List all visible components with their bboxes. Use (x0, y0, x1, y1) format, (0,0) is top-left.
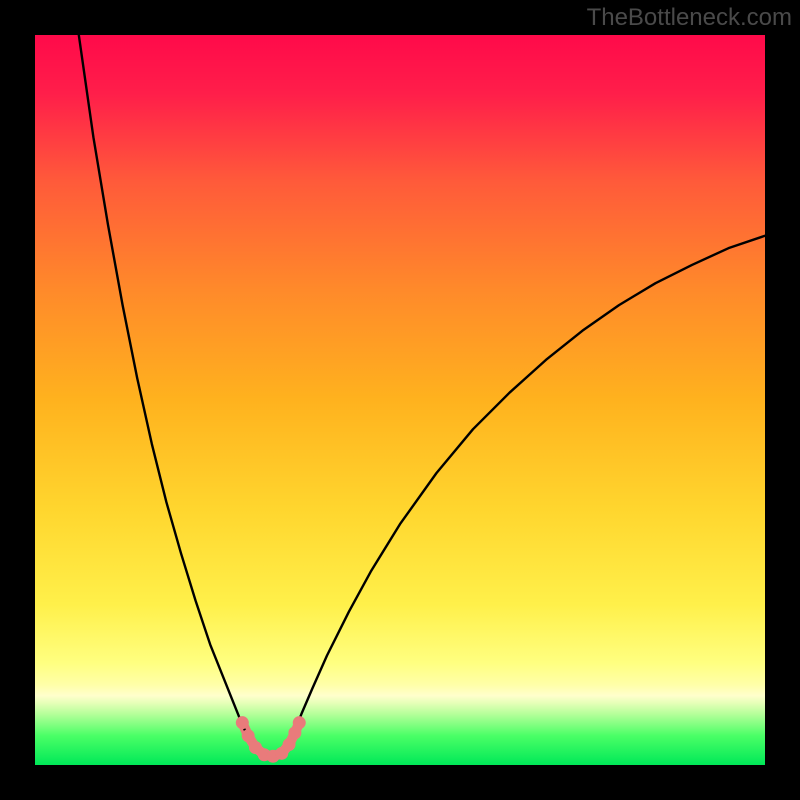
marker-dot (293, 716, 306, 729)
marker-dot (242, 729, 255, 742)
watermark-text: TheBottleneck.com (587, 4, 792, 32)
plot-area (35, 35, 765, 765)
marker-dot (283, 738, 296, 751)
bottleneck-chart (35, 35, 765, 765)
chart-stage: TheBottleneck.com (0, 0, 800, 800)
gradient-background (35, 35, 765, 765)
marker-dot (236, 716, 249, 729)
